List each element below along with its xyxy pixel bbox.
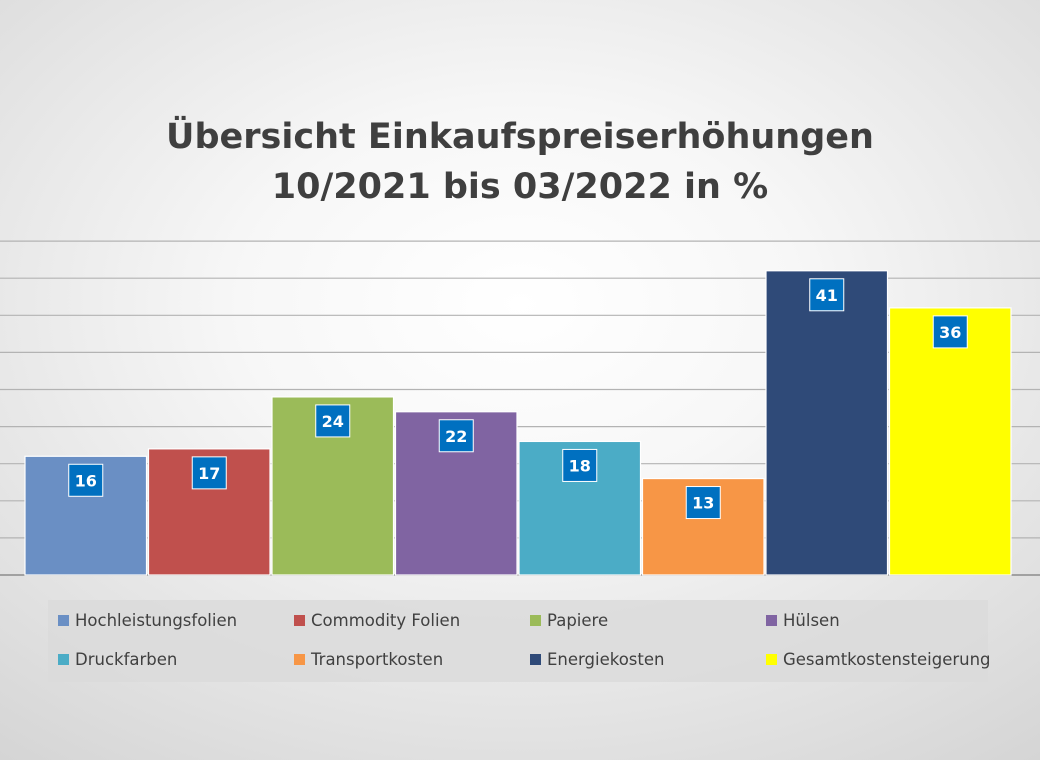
data-label-text: 18 [569,456,591,475]
data-label-box [809,278,845,312]
legend-label: Commodity Folien [311,610,461,630]
legend-swatch [766,614,777,626]
data-labels: 16 17 24 22 18 13 41 36 [68,278,968,520]
chart-title-line-1: Übersicht Einkaufspreiserhöhungen [166,117,874,157]
legend-swatch [766,653,777,665]
legend-swatch [58,653,69,665]
data-label-box [932,315,968,349]
legend-swatch [530,653,541,665]
legend-item: Druckfarben [58,648,177,670]
data-label-box [191,456,227,490]
legend-swatch [294,614,305,626]
legend-item: Hochleistungsfolien [58,609,237,631]
legend-item: Papiere [530,609,608,631]
chart-title-line-2: 10/2021 bis 03/2022 in % [271,167,769,207]
data-label-text: 36 [939,323,961,342]
legend-label: Druckfarben [75,649,178,669]
legend-item: Hülsen [766,609,840,631]
data-label-box [68,463,104,497]
data-label-box [438,419,474,453]
legend-label: Gesamtkostensteigerung [783,649,991,669]
data-label: 18 [562,448,598,482]
legend-label: Papiere [547,610,609,630]
legend-item: Transportkosten [294,648,443,670]
data-label: 22 [438,419,474,453]
data-label-text: 41 [816,286,838,305]
legend-label: Transportkosten [311,649,444,669]
data-label-text: 24 [322,412,344,431]
data-label: 17 [191,456,227,490]
bar-papiere [271,396,395,576]
bars [24,270,1012,576]
bar-energiekosten [765,270,889,576]
data-label-text: 17 [198,464,220,483]
data-label: 13 [685,486,721,520]
chart-title: Übersicht Einkaufspreiserhöhungen 10/202… [0,112,1040,212]
data-label-text: 13 [692,494,714,513]
data-label-box [562,448,598,482]
legend-item: Commodity Folien [294,609,460,631]
data-label-text: 16 [75,471,97,490]
data-label-text: 22 [445,427,467,446]
data-label: 41 [809,278,845,312]
legend-item: Gesamtkostensteigerung [766,648,991,670]
data-label: 16 [68,463,104,497]
data-label: 24 [315,404,351,438]
legend-label: Hochleistungsfolien [75,610,238,630]
bar-gesamtkostensteigerung [888,307,1012,576]
legend-label: Energiekosten [547,649,665,669]
legend-item: Energiekosten [530,648,664,670]
legend-swatch [294,653,305,665]
legend-swatch [530,614,541,626]
legend-swatch [58,614,69,626]
data-label-box [315,404,351,438]
legend-label: Hülsen [783,610,840,630]
data-label-box [685,486,721,520]
legend: Hochleistungsfolien Commodity Folien Papie… [48,600,991,682]
data-label: 36 [932,315,968,349]
